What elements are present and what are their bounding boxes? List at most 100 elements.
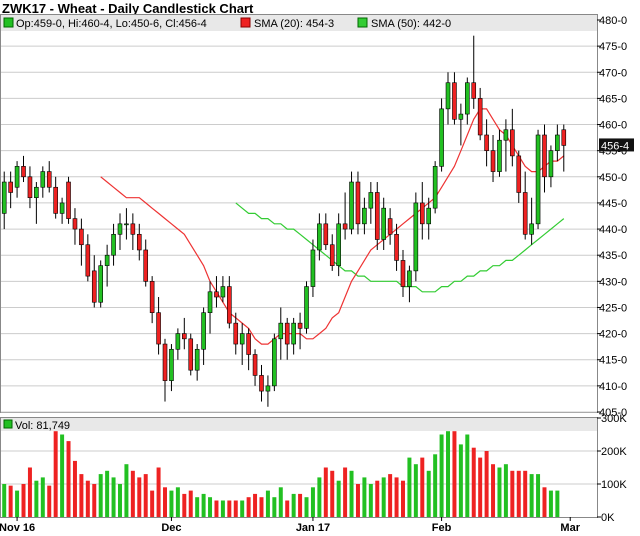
volume-bar — [246, 497, 251, 517]
sma50-swatch — [357, 17, 368, 28]
volume-bar — [272, 497, 277, 517]
volume-bar — [124, 464, 129, 517]
price-tick-label: 425-0 — [599, 302, 627, 314]
candle-down — [46, 161, 52, 193]
candle-down — [259, 364, 264, 402]
price-tick-label: 410-0 — [599, 381, 627, 393]
candle-body — [458, 113, 464, 120]
volume-bar — [2, 484, 7, 517]
volume-bar — [452, 431, 457, 517]
candle-up — [98, 260, 103, 308]
price-tick-label: 460-0 — [599, 120, 627, 132]
candle-up — [529, 197, 534, 245]
volume-bar — [34, 480, 39, 517]
candle-body — [21, 166, 26, 178]
volume-bar — [407, 457, 412, 517]
candle-down — [156, 297, 161, 355]
candle-body — [27, 176, 33, 199]
candle-body — [239, 333, 245, 345]
candle-body — [72, 218, 78, 230]
candle-body — [497, 139, 502, 172]
date-label: Mar — [560, 522, 580, 534]
volume-bar — [227, 500, 232, 517]
volume-bar — [343, 467, 348, 517]
candle-body — [111, 233, 116, 256]
candle-body — [323, 223, 329, 246]
volume-bar — [27, 467, 32, 517]
volume-bar — [381, 477, 386, 517]
candle-body — [85, 244, 91, 277]
candle-up — [503, 119, 509, 172]
candle-up — [175, 328, 181, 360]
price-axis: 405-0 410-0 415-0 420-0 425-0 430-0 435-0 440-0… — [597, 15, 627, 419]
candle-body — [490, 150, 496, 172]
volume-bar — [368, 484, 373, 517]
candle-down — [342, 192, 348, 240]
candle-up — [407, 265, 412, 303]
volume-bar — [446, 431, 451, 517]
candle-up — [117, 213, 123, 250]
ohlc-readout: Op:459-0, Hi:460-4, Lo:450-6, Cl:456-4 — [16, 18, 207, 30]
candle-down — [522, 171, 528, 240]
candle-down — [419, 182, 425, 240]
candle-down — [510, 108, 515, 167]
candle-body — [510, 129, 515, 157]
candle-body — [465, 82, 470, 115]
volume-bar — [400, 480, 405, 517]
candle-down — [471, 35, 477, 109]
volume-bar — [555, 490, 560, 517]
sma20-legend: SMA (20): 454-3 — [254, 18, 334, 30]
candle-body — [207, 291, 213, 313]
candle-up — [1, 171, 7, 230]
candle-body — [542, 134, 547, 178]
volume-bar — [240, 500, 245, 517]
candle-body — [452, 82, 457, 120]
candle-up — [349, 171, 354, 235]
candle-body — [516, 155, 522, 193]
candle-up — [34, 182, 39, 224]
candle-down — [130, 213, 136, 250]
candle-body — [400, 260, 406, 287]
ohlc-swatch — [3, 17, 14, 28]
volume-bar — [15, 490, 20, 517]
volume-bar — [542, 487, 547, 517]
candle-up — [124, 208, 129, 240]
volume-bar — [259, 497, 264, 517]
candle-body — [522, 192, 528, 235]
volume-bar — [21, 484, 26, 517]
volume-bar — [265, 490, 270, 517]
candle-up — [239, 323, 245, 365]
candle-body — [98, 265, 103, 303]
candle-down — [227, 276, 232, 329]
volume-bar — [60, 434, 65, 517]
candle-down — [323, 213, 329, 250]
candle-body — [529, 223, 534, 235]
candle-up — [40, 166, 46, 198]
candle-down — [214, 276, 219, 308]
candle-body — [368, 192, 374, 209]
candle-down — [21, 155, 26, 183]
candle-body — [175, 333, 181, 350]
date-label: Feb — [432, 522, 452, 534]
volume-bar — [317, 477, 322, 517]
volume-bar — [188, 490, 193, 517]
candle-body — [555, 134, 560, 151]
candle-body — [310, 249, 316, 287]
volume-bar — [143, 474, 148, 517]
volume-bar — [548, 490, 553, 517]
candle-up — [413, 192, 419, 282]
candle-up — [362, 197, 367, 235]
candle-body — [8, 181, 13, 193]
volume-axis: 0K 100K 200K 300K — [597, 413, 627, 524]
candle-body — [246, 333, 251, 355]
candle-up — [336, 213, 341, 277]
candle-body — [46, 171, 52, 188]
volume-bar — [298, 493, 303, 517]
sma-lines — [100, 108, 565, 345]
price-tick-label: 430-0 — [599, 276, 627, 288]
volume-bar — [375, 480, 380, 517]
candle-up — [445, 72, 451, 125]
volume-bar — [484, 451, 489, 517]
volume-bar — [156, 467, 161, 517]
